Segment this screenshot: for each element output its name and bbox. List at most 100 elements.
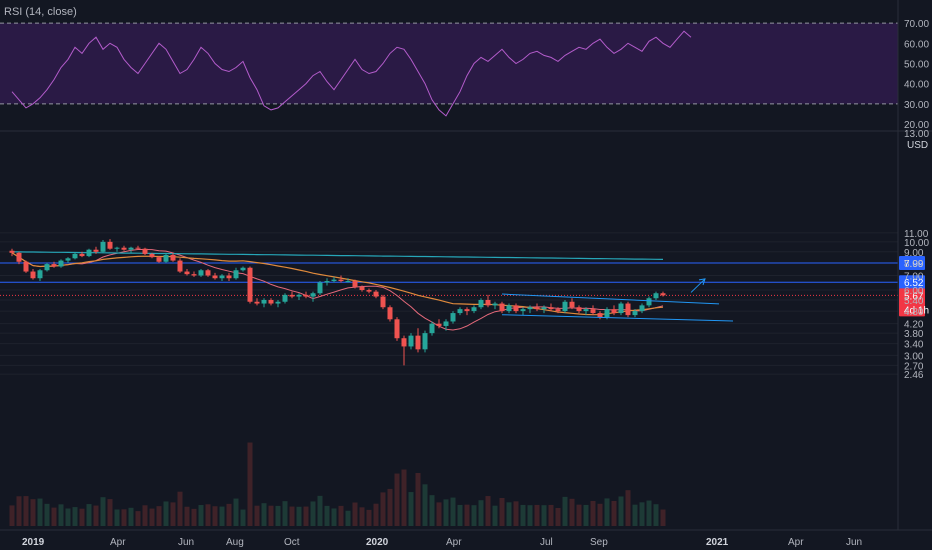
candle-body [380,296,386,308]
volume-bar [618,496,624,526]
candle-body [625,303,631,316]
candle-body [30,271,36,279]
candle-body [9,250,15,253]
volume-bar [240,509,246,526]
candle-body [254,301,260,304]
volume-bar [247,442,253,526]
time-label: Apr [110,537,126,548]
volume-bar [520,504,526,526]
price-tick-label: 2.70 [904,361,924,372]
time-label: 2020 [366,537,389,548]
volume-bar [296,506,302,526]
volume-bar [513,501,519,526]
currency-label: USD [907,140,928,151]
volume-bar [387,488,393,526]
horizontal-lines[interactable]: 7.99 6.52 5.67 4d 1h [0,256,929,317]
volume-bar [100,497,106,526]
time-label: Apr [446,537,462,548]
candle-body [338,279,344,282]
candle-body [135,247,141,249]
candle-body [184,271,190,275]
time-label: Apr [788,537,804,548]
volume-bar [611,500,617,526]
candle-body [394,319,400,339]
candle-body [128,247,134,250]
volume-bar [499,498,505,526]
volume-bar [562,496,568,526]
price-tick-label: 2.46 [904,370,924,381]
candle-body [555,309,561,312]
volume-bar [219,506,225,526]
volume-bar [583,504,589,526]
volume-bar [436,502,442,526]
volume-bar [380,492,386,526]
price-axis[interactable]: 70.00 60.00 50.00 40.00 30.00 20.00 11.0010.00… [897,0,929,530]
candle-body [86,249,92,257]
candle-body [443,321,449,326]
volume-bar [604,498,610,526]
candle-body [527,307,533,310]
candle-body [415,335,421,350]
volume-bar [443,499,449,526]
rsi-indicator-title[interactable]: RSI (14, close) [4,6,77,18]
candle-body [387,307,393,320]
rsi-pane [0,22,932,132]
candle-body [233,270,239,279]
candle-body [576,307,582,312]
candle-body [121,247,127,250]
volume-bar [268,505,274,526]
time-label: Sep [590,537,608,548]
candle-body [352,281,358,287]
price-tick-label: 4.20 [904,320,924,331]
candle-body [499,303,505,312]
candle-body [590,309,596,314]
volume-bar [359,507,365,526]
volume-bar [590,500,596,526]
volume-bar [352,502,358,526]
volume-bar [366,509,372,526]
time-label: Oct [284,537,300,548]
candle-body [37,270,43,279]
volume-bar [212,506,218,526]
volume-bar [275,505,281,526]
volume-bar [121,509,127,526]
rsi-tick-label: 70.00 [904,19,929,30]
candle-body [51,264,57,267]
candle-body [107,241,113,249]
candle-body [457,309,463,314]
time-axis[interactable]: 2019 Apr Jun Aug Oct 2020 Apr Jul Sep 2021 Apr Jun [0,529,932,548]
candle-body [520,309,526,312]
volume-bar [86,504,92,526]
volume-bar [422,484,428,526]
candle-body [156,257,162,262]
volume-bar [142,505,148,526]
candle-body [639,305,645,312]
candle-body [366,290,372,292]
volume-bar [478,500,484,526]
price-tick-label: 3.80 [904,329,924,340]
countdown-label: 4d 1h [904,305,929,316]
candle-body [450,313,456,322]
volume-bar [23,496,29,526]
candle-body [611,309,617,314]
candle-body [219,275,225,279]
candle-body [72,253,78,259]
candle-body [345,281,351,283]
volume-bar [471,505,477,526]
candle-body [506,305,512,312]
trendlines[interactable] [501,278,734,322]
candle-body [296,294,302,297]
time-label: Jun [178,537,194,548]
price-tick-label: 5.40 [904,296,924,307]
volume-bar [93,505,99,526]
volume-bar [156,506,162,526]
volume-bars [9,442,666,526]
price-tick-label: 4.80 [904,307,924,318]
volume-bar [485,496,491,526]
volume-bar [457,504,463,526]
candle-body [373,291,379,297]
volume-bar [128,507,134,526]
candle-body [282,294,288,302]
candle-body [653,293,659,299]
